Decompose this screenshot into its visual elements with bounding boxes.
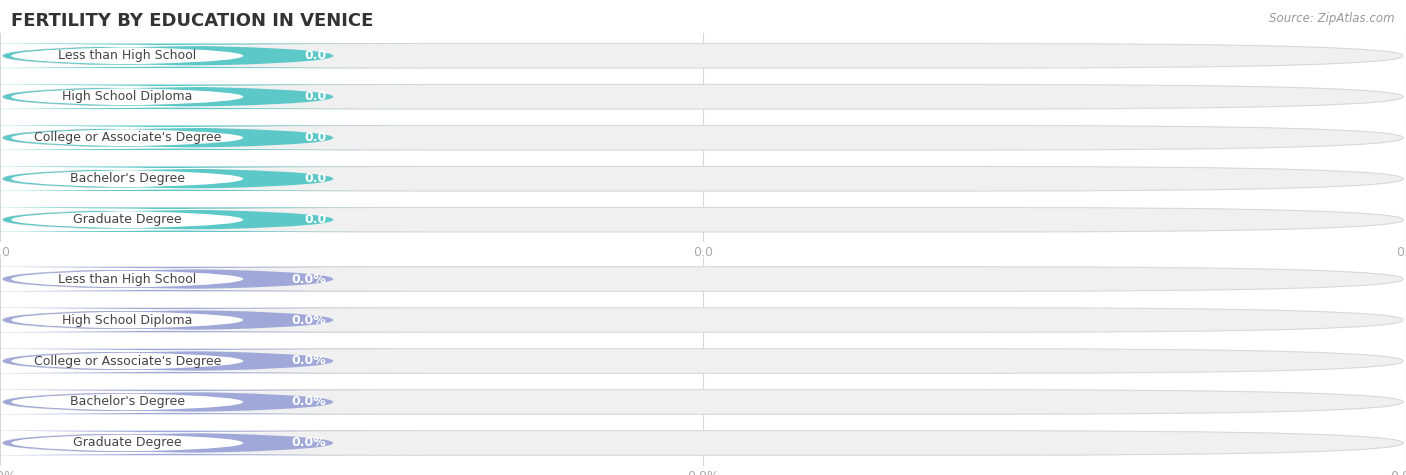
FancyBboxPatch shape: [0, 125, 425, 150]
Text: FERTILITY BY EDUCATION IN VENICE: FERTILITY BY EDUCATION IN VENICE: [11, 12, 374, 30]
FancyBboxPatch shape: [3, 85, 1403, 109]
FancyBboxPatch shape: [0, 209, 377, 230]
FancyBboxPatch shape: [0, 86, 377, 107]
Text: 0.0: 0.0: [304, 213, 326, 226]
FancyBboxPatch shape: [0, 431, 425, 455]
FancyBboxPatch shape: [0, 127, 377, 148]
FancyBboxPatch shape: [0, 308, 425, 332]
FancyBboxPatch shape: [3, 308, 1403, 332]
Text: 0.0: 0.0: [304, 172, 326, 185]
Text: Less than High School: Less than High School: [58, 49, 197, 62]
Text: 0.0: 0.0: [304, 131, 326, 144]
FancyBboxPatch shape: [0, 267, 425, 291]
FancyBboxPatch shape: [3, 125, 1403, 150]
Text: Bachelor's Degree: Bachelor's Degree: [70, 396, 184, 408]
FancyBboxPatch shape: [3, 267, 1403, 291]
FancyBboxPatch shape: [0, 45, 377, 66]
Text: Bachelor's Degree: Bachelor's Degree: [70, 172, 184, 185]
Text: 0.0%: 0.0%: [291, 396, 326, 408]
FancyBboxPatch shape: [0, 208, 425, 232]
Text: 0.0%: 0.0%: [291, 273, 326, 285]
FancyBboxPatch shape: [0, 349, 425, 373]
Text: 0.0%: 0.0%: [291, 314, 326, 326]
Text: Source: ZipAtlas.com: Source: ZipAtlas.com: [1270, 12, 1395, 25]
Text: 0.0%: 0.0%: [291, 354, 326, 368]
Text: Graduate Degree: Graduate Degree: [73, 437, 181, 449]
FancyBboxPatch shape: [0, 85, 425, 109]
FancyBboxPatch shape: [0, 351, 377, 371]
Text: 0.0: 0.0: [304, 49, 326, 62]
FancyBboxPatch shape: [3, 431, 1403, 455]
Text: 0.0%: 0.0%: [291, 437, 326, 449]
FancyBboxPatch shape: [0, 309, 377, 331]
Text: Less than High School: Less than High School: [58, 273, 197, 285]
Text: High School Diploma: High School Diploma: [62, 314, 193, 326]
FancyBboxPatch shape: [0, 391, 377, 413]
FancyBboxPatch shape: [0, 166, 425, 191]
FancyBboxPatch shape: [0, 44, 425, 68]
FancyBboxPatch shape: [3, 349, 1403, 373]
Text: College or Associate's Degree: College or Associate's Degree: [34, 131, 221, 144]
FancyBboxPatch shape: [0, 168, 377, 190]
FancyBboxPatch shape: [3, 390, 1403, 414]
FancyBboxPatch shape: [3, 208, 1403, 232]
Text: College or Associate's Degree: College or Associate's Degree: [34, 354, 221, 368]
FancyBboxPatch shape: [0, 268, 377, 290]
FancyBboxPatch shape: [3, 44, 1403, 68]
FancyBboxPatch shape: [0, 390, 425, 414]
Text: 0.0: 0.0: [304, 90, 326, 103]
FancyBboxPatch shape: [0, 432, 377, 454]
Text: Graduate Degree: Graduate Degree: [73, 213, 181, 226]
FancyBboxPatch shape: [3, 166, 1403, 191]
Text: High School Diploma: High School Diploma: [62, 90, 193, 103]
